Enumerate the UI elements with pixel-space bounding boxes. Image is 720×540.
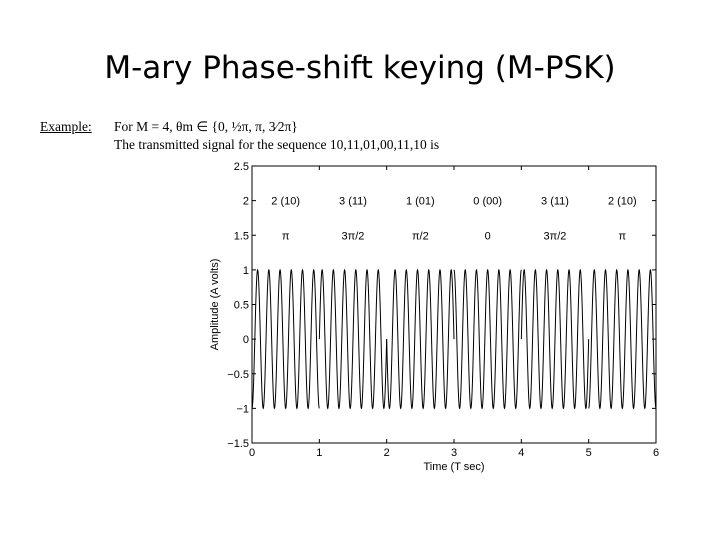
- example-label: Example:: [40, 119, 92, 134]
- phase-label: 3π/2: [544, 230, 567, 242]
- x-tick-label: 4: [518, 447, 524, 459]
- symbol-label: 2 (10): [271, 196, 300, 208]
- slide-title: M-ary Phase-shift keying (M-PSK): [104, 50, 616, 86]
- symbol-label: 3 (11): [541, 196, 569, 208]
- symbol-label: 1 (01): [406, 196, 435, 208]
- waveform-segment: [251, 268, 320, 410]
- phase-label: 3π/2: [342, 230, 365, 242]
- x-tick-label: 2: [384, 447, 390, 459]
- x-tick-label: 5: [586, 447, 592, 459]
- y-tick-label: −1.5: [227, 438, 249, 450]
- y-tick-label: −0.5: [227, 369, 249, 381]
- waveform-segment: [588, 268, 657, 410]
- plot-frame: [251, 165, 657, 444]
- waveform-segment: [318, 268, 388, 410]
- waveform-segment: [453, 268, 522, 410]
- symbol-label: 0 (00): [473, 196, 502, 208]
- example-modulation-definition: For M = 4, θm ∈ {0, ½π, π, 3⁄2π}: [114, 119, 298, 134]
- phase-label: π: [282, 230, 290, 242]
- y-tick-label: −1: [236, 403, 249, 415]
- waveform-segment: [520, 268, 590, 410]
- phase-label: 0: [485, 230, 491, 242]
- y-tick-label: 1: [243, 265, 249, 277]
- x-tick-label: 3: [451, 447, 457, 459]
- y-tick-label: 2: [243, 196, 249, 208]
- phase-label: π: [619, 230, 627, 242]
- symbol-annotations: 2 (10) π 3 (11) 3π/2 1 (01) π/2 0 (00) 0 3 (11) 3…: [271, 196, 636, 243]
- y-axis-label: Amplitude (A volts): [209, 259, 221, 351]
- x-tick-label: 0: [249, 447, 255, 459]
- waveform-segment: [386, 268, 455, 410]
- waveform-series: [251, 268, 657, 410]
- x-tick-label: 6: [653, 447, 659, 459]
- y-tick-label: 0.5: [234, 300, 249, 312]
- mpsk-waveform-chart: 0 1 2 3 4 5 6 2.5 2 1.5 1 0.5 0 −0.5 −1 −1.5 2 (10) π 3 (…: [209, 161, 659, 473]
- chart-axes: 0 1 2 3 4 5 6 2.5 2 1.5 1 0.5 0 −0.5 −1 −1.5: [227, 161, 659, 459]
- x-tick-label: 1: [316, 447, 322, 459]
- x-axis-label: Time (T sec): [423, 461, 484, 473]
- y-tick-label: 0: [243, 334, 249, 346]
- symbol-label: 3 (11): [339, 196, 367, 208]
- symbol-label: 2 (10): [608, 196, 637, 208]
- y-tick-label: 2.5: [234, 161, 249, 173]
- phase-label: π/2: [412, 230, 429, 242]
- y-tick-label: 1.5: [234, 230, 249, 242]
- example-sequence-text: The transmitted signal for the sequence …: [114, 137, 440, 152]
